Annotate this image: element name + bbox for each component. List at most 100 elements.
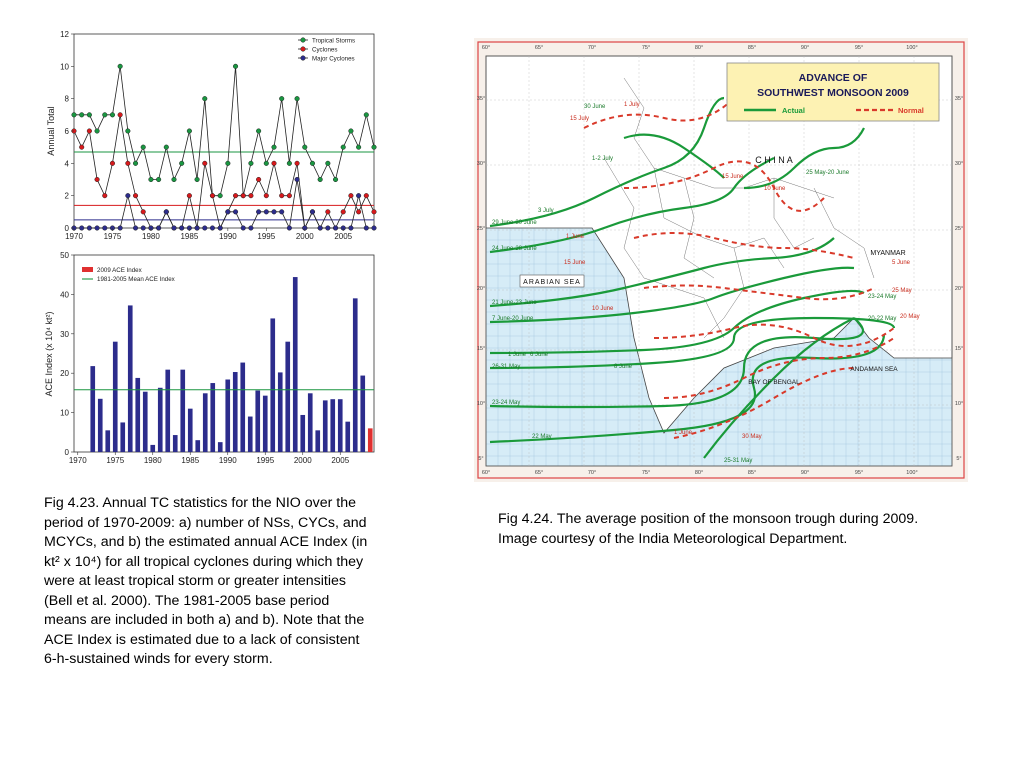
bar-1991 xyxy=(232,372,238,452)
bar-1985 xyxy=(187,408,193,452)
y-axis-label: Annual Total xyxy=(46,106,56,155)
top-longitude-tick: 75° xyxy=(642,45,650,51)
right-latitude-tick: 20° xyxy=(955,286,963,292)
point-1-2005 xyxy=(340,209,346,215)
y-tick-label: 8 xyxy=(65,95,70,104)
actual-monsoon-lines xyxy=(489,96,896,459)
point-0-1970 xyxy=(71,112,77,118)
point-2-2008 xyxy=(363,225,369,231)
actual-line-label: 24 June-28 June xyxy=(492,246,537,252)
actual-line-label: 22 May xyxy=(532,434,552,440)
andaman-sea-label: ANDAMAN SEA xyxy=(850,366,898,373)
legend-label-mean: 1981-2005 Mean ACE Index xyxy=(97,276,176,283)
point-0-1990 xyxy=(225,160,231,166)
legend-marker xyxy=(300,37,306,43)
normal-line-label: 25 May xyxy=(892,288,912,294)
point-2-1998 xyxy=(286,225,292,231)
actual-line-label: 29 June-30 June xyxy=(492,220,537,226)
point-1-1999 xyxy=(294,160,300,166)
point-1-1993 xyxy=(248,193,254,199)
top-longitude-tick: 95° xyxy=(855,45,863,51)
left-latitude-tick: 10° xyxy=(477,401,485,407)
point-0-2009 xyxy=(371,144,377,150)
point-2-1973 xyxy=(94,225,100,231)
legend-label: Cyclones xyxy=(312,47,337,54)
bar-1980 xyxy=(150,444,156,452)
point-2-1988 xyxy=(209,225,216,231)
x-tick-label: 1990 xyxy=(219,456,237,465)
bar-2006 xyxy=(345,421,351,452)
right-latitude-tick: 30° xyxy=(955,161,963,167)
point-2-1994 xyxy=(256,209,262,215)
bar-1997 xyxy=(277,372,283,452)
normal-line-label: 1 June xyxy=(566,234,585,240)
point-1-2006 xyxy=(348,193,354,199)
point-1-2009 xyxy=(371,209,377,215)
map-title-line2: SOUTHWEST MONSOON 2009 xyxy=(757,87,909,99)
legend-swatch-2009 xyxy=(82,267,93,272)
right-latitude-tick: 5° xyxy=(956,456,961,462)
point-2-1996 xyxy=(271,209,277,215)
bottom-longitude-tick: 85° xyxy=(748,470,756,476)
bar-1987 xyxy=(202,393,208,452)
y-tick-label: 0 xyxy=(65,448,70,457)
bay-of-bengal-label: BAY OF BENGAL xyxy=(748,379,800,386)
bar-1983 xyxy=(172,435,178,452)
chart-legend: Tropical Storms Cyclones Major Cyclones xyxy=(298,37,355,63)
actual-line-label: 3 July xyxy=(538,208,554,214)
point-2-2004 xyxy=(332,225,339,231)
x-tick-label: 1985 xyxy=(181,456,199,465)
actual-line-label: 8 June xyxy=(614,364,633,370)
point-1-1975 xyxy=(109,160,116,166)
normal-line-label: 10 June xyxy=(592,306,614,312)
top-longitude-tick: 100° xyxy=(906,45,917,51)
legend-label: Major Cyclones xyxy=(312,56,355,63)
bar-2007 xyxy=(352,298,358,452)
point-2-1990 xyxy=(225,209,231,215)
point-2-1993 xyxy=(248,225,254,231)
point-1-2003 xyxy=(325,209,331,215)
bar-1990 xyxy=(225,379,231,452)
top-longitude-tick: 70° xyxy=(588,45,596,51)
bar-1988 xyxy=(210,383,216,452)
point-2-1999 xyxy=(294,176,300,183)
point-2-1981 xyxy=(156,225,162,231)
china-label: C H I N A xyxy=(755,155,793,165)
bar-1994 xyxy=(255,390,261,452)
ace-index-chart: 0 10 20 30 40 50 1970 1975 1980 1985 1990 1995 2000… xyxy=(44,251,375,465)
land-area xyxy=(485,55,953,434)
point-0-1979 xyxy=(140,144,146,150)
actual-line-label: 25-31 May xyxy=(724,458,752,464)
point-1-1998 xyxy=(286,193,292,199)
y-tick-label: 40 xyxy=(60,290,69,299)
bar-1995 xyxy=(262,395,268,452)
point-2-1989 xyxy=(217,225,223,231)
series-line-0 xyxy=(74,66,375,197)
bar-2001 xyxy=(307,393,313,452)
bar-1989 xyxy=(217,442,223,452)
point-0-1987 xyxy=(202,96,208,102)
point-1-1985 xyxy=(186,193,192,199)
normal-line-label: 5 June xyxy=(892,260,911,266)
point-1-1987 xyxy=(202,160,208,166)
actual-line-label: 23-24 May xyxy=(868,294,896,300)
x-tick-label: 1970 xyxy=(65,232,83,241)
bottom-longitude-tick: 70° xyxy=(588,470,596,476)
point-2-1997 xyxy=(279,209,285,215)
point-0-1984 xyxy=(179,160,185,166)
actual-line-label: 20-22 May xyxy=(868,316,896,322)
x-tick-label: 2005 xyxy=(331,456,349,465)
point-0-1995 xyxy=(263,160,269,166)
normal-line-label: 15 June xyxy=(564,260,586,266)
point-2-2006 xyxy=(348,225,354,231)
bar-1986 xyxy=(195,440,201,452)
point-1-1977 xyxy=(125,160,131,166)
left-latitude-tick: 25° xyxy=(477,226,485,232)
point-0-1975 xyxy=(109,112,116,118)
bar-2002 xyxy=(315,430,321,452)
x-tick-label: 1995 xyxy=(256,456,274,465)
x-tick-label: 2005 xyxy=(334,232,352,241)
point-0-1981 xyxy=(156,176,162,183)
figure-4-24-caption: Fig 4.24. The average position of the mo… xyxy=(498,511,919,547)
y-tick-label: 4 xyxy=(65,159,70,168)
